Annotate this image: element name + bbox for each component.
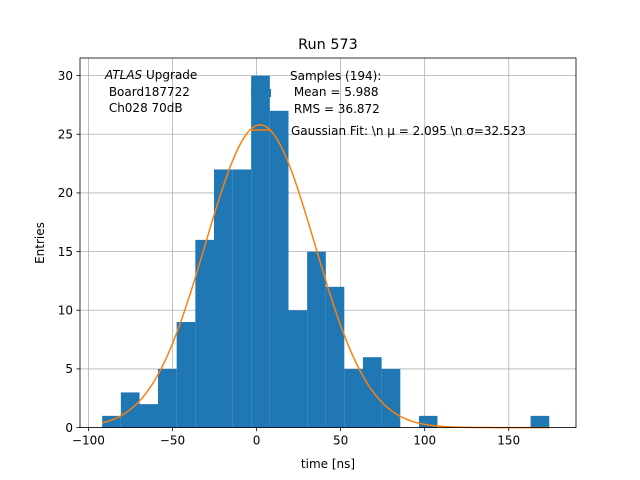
y-tick-label: 20 bbox=[58, 186, 73, 200]
legend-fit-label: Gaussian Fit: \n μ = 2.095 \n σ=32.523 bbox=[291, 124, 526, 138]
annotation-box: ATLAS Upgrade Board187722 Ch028 70dB bbox=[104, 68, 197, 115]
plot-frame bbox=[79, 57, 577, 429]
x-axis-label: time [ns] bbox=[301, 457, 355, 471]
histogram-bar bbox=[344, 368, 363, 428]
y-tick-label: 0 bbox=[65, 421, 73, 435]
chart-title: Run 573 bbox=[298, 37, 358, 53]
x-tick-label: −100 bbox=[72, 434, 105, 448]
histogram-bars bbox=[102, 75, 550, 428]
y-tick-label: 5 bbox=[65, 362, 73, 376]
x-tick-label: 100 bbox=[413, 434, 436, 448]
histogram-bar bbox=[102, 415, 121, 428]
axis-ticks: −100 −50 0 50 100 150 0 5 10 15 20 25 30 bbox=[58, 69, 520, 448]
histogram-bar bbox=[362, 357, 382, 428]
legend-histogram-swatch bbox=[251, 89, 271, 97]
histogram-bar bbox=[214, 169, 233, 428]
y-tick-label: 10 bbox=[58, 303, 73, 317]
legend-samples-line1: Samples (194): bbox=[290, 69, 381, 83]
histogram-bar bbox=[251, 75, 270, 428]
histogram-bar bbox=[530, 415, 550, 428]
histogram-bar bbox=[195, 239, 215, 428]
x-tick-label: −50 bbox=[160, 434, 185, 448]
board-label: Board187722 bbox=[105, 85, 190, 99]
y-tick-label: 15 bbox=[58, 245, 73, 259]
y-tick-label: 25 bbox=[58, 127, 73, 141]
histogram-bar bbox=[176, 322, 196, 428]
legend-samples-line3: RMS = 36.872 bbox=[290, 102, 380, 116]
atlas-italic: ATLAS bbox=[104, 68, 143, 82]
histogram-bar bbox=[158, 368, 177, 428]
y-axis-label: Entries bbox=[33, 222, 47, 264]
histogram-bar bbox=[139, 404, 159, 428]
histogram-bar bbox=[381, 368, 401, 428]
histogram-bar bbox=[418, 415, 438, 428]
x-tick-label: 50 bbox=[333, 434, 348, 448]
histogram-bar bbox=[232, 169, 252, 428]
atlas-label: ATLAS Upgrade bbox=[104, 68, 197, 82]
atlas-upgrade: Upgrade bbox=[142, 68, 197, 82]
x-tick-label: 0 bbox=[253, 434, 261, 448]
histogram-bar bbox=[307, 251, 326, 428]
legend: Samples (194): Mean = 5.988 RMS = 36.872… bbox=[251, 69, 526, 138]
legend-samples-line2: Mean = 5.988 bbox=[290, 85, 379, 99]
channel-label: Ch028 70dB bbox=[105, 101, 183, 115]
histogram-bar bbox=[269, 110, 289, 428]
histogram-bar bbox=[288, 310, 308, 428]
x-tick-label: 150 bbox=[497, 434, 520, 448]
y-tick-label: 30 bbox=[58, 69, 73, 83]
